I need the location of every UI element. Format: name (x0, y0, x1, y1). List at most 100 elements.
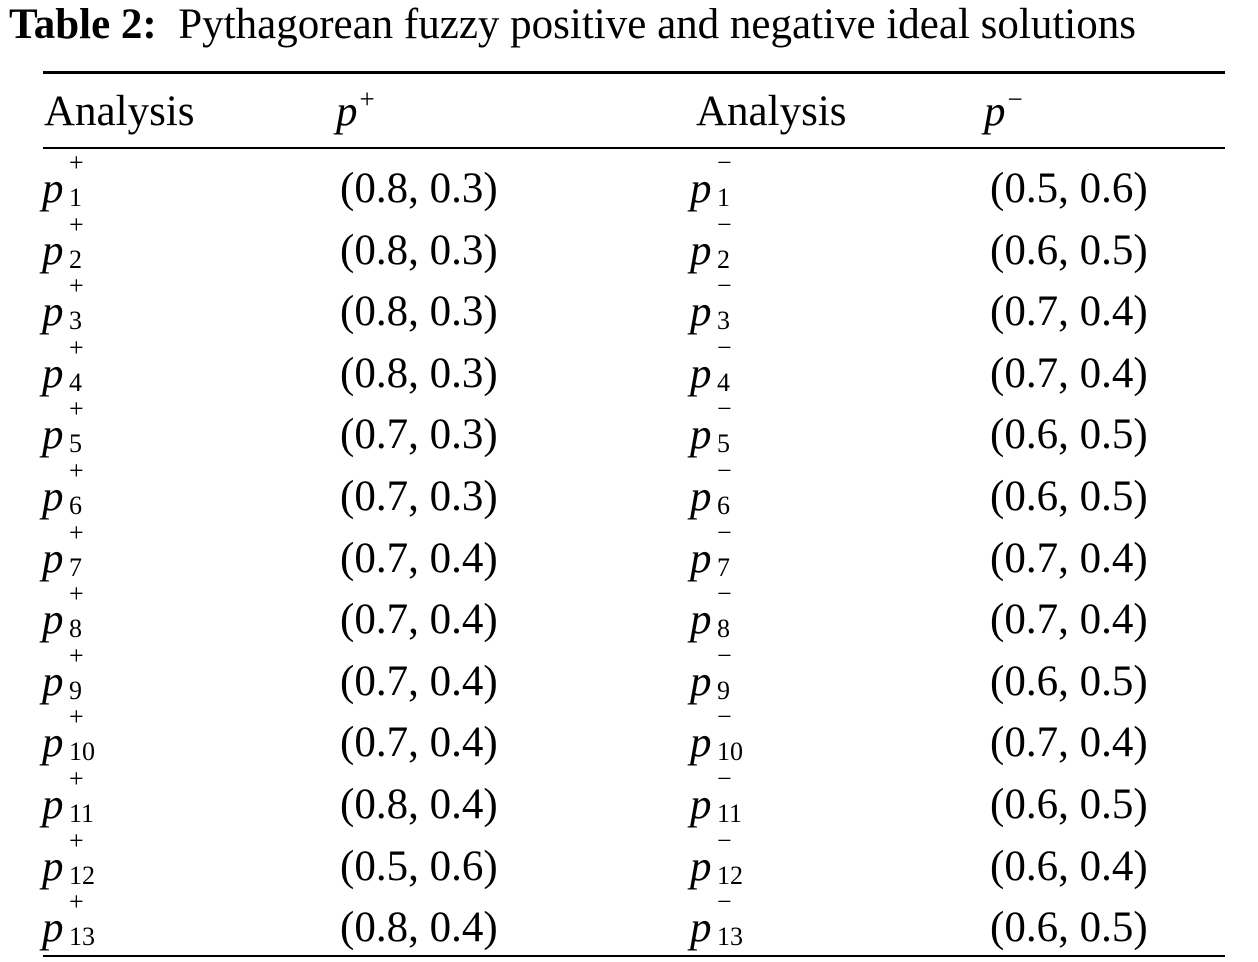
symbol-superscript: − (717, 209, 732, 239)
symbol-superscript: + (69, 148, 84, 177)
negative-solution-symbol: p − 7 (690, 519, 732, 590)
positive-solution-value: (0.7, 0.4) (340, 657, 498, 705)
positive-solution-value: (0.7, 0.4) (340, 596, 498, 644)
positive-solution-symbol: p +9 (42, 642, 84, 713)
symbol-base: p (42, 288, 64, 336)
symbol-subscript: 11 (717, 798, 743, 828)
positive-solution-symbol: p +11 (42, 765, 94, 836)
symbol-subscript: 6 (717, 490, 730, 520)
symbol-subscript: 7 (69, 552, 82, 582)
table-row: p +9 (0.7, 0.4) p −9 (0.6, 0.5) (0, 642, 1258, 713)
header-p-minus-sup: − (1007, 84, 1023, 114)
positive-solution-value: (0.8, 0.3) (340, 288, 498, 336)
positive-solution-symbol: p +8 (42, 581, 84, 651)
table-row: p +4 (0.8, 0.3) p −4 (0.7, 0.4) (0, 334, 1258, 405)
symbol-subscript: 11 (69, 798, 95, 828)
symbol-subscript: 12 (717, 860, 743, 890)
symbol-superscript: + (69, 763, 84, 793)
symbol-base: p (690, 842, 712, 890)
symbol-superscript: + (69, 702, 84, 732)
negative-solution-value: (0.6, 0.5) (990, 472, 1148, 520)
negative-solution-value: (0.7, 0.4) (990, 534, 1148, 582)
symbol-superscript: + (69, 517, 84, 547)
positive-solution-value: (0.7, 0.4) (340, 719, 498, 767)
symbol-base: p (690, 904, 712, 952)
positive-solution-symbol: p +4 (42, 334, 84, 405)
positive-solution-value: (0.8, 0.3) (340, 165, 498, 212)
symbol-superscript: + (69, 209, 84, 239)
symbol-base: p (690, 596, 712, 644)
symbol-subscript: 6 (69, 490, 82, 520)
negative-solution-value: (0.5, 0.6) (990, 165, 1148, 212)
header-p-plus-symbol: p (336, 88, 358, 135)
symbol-subscript: 2 (717, 244, 730, 274)
header-analysis-positive: Analysis (44, 88, 195, 135)
symbol-superscript: − (717, 332, 732, 362)
symbol-superscript: − (717, 517, 732, 547)
symbol-superscript: + (69, 332, 84, 362)
symbol-superscript: + (69, 271, 84, 301)
symbol-superscript: − (717, 455, 732, 485)
negative-solution-symbol: p − 6 (690, 457, 732, 528)
negative-solution-symbol: p − 3 (690, 273, 732, 343)
symbol-superscript: − (717, 763, 732, 793)
symbol-superscript: + (69, 825, 84, 855)
symbol-subscript: 5 (717, 429, 730, 459)
table-row: p +3 (0.8, 0.3) p −3 (0.7, 0.4) (0, 273, 1258, 343)
header-p-minus-symbol: p (984, 88, 1006, 135)
negative-solution-symbol: p − 2 (690, 211, 732, 282)
negative-solution-symbol: p − 1 (690, 150, 732, 220)
symbol-subscript: 2 (69, 244, 82, 274)
symbol-subscript: 9 (69, 675, 82, 705)
symbol-superscript: − (717, 640, 732, 670)
positive-solution-value: (0.8, 0.3) (340, 349, 498, 397)
symbol-base: p (690, 472, 712, 520)
positive-solution-symbol: p +10 (42, 704, 95, 774)
symbol-base: p (42, 719, 64, 767)
symbol-base: p (42, 596, 64, 644)
positive-solution-symbol: p +12 (42, 827, 95, 898)
symbol-subscript: 9 (717, 675, 730, 705)
symbol-base: p (690, 349, 712, 397)
negative-solution-value: (0.6, 0.5) (990, 226, 1148, 274)
symbol-base: p (42, 226, 64, 274)
symbol-superscript: − (717, 887, 732, 917)
symbol-superscript: + (69, 455, 84, 485)
positive-solution-value: (0.5, 0.6) (340, 842, 498, 890)
header-rule (43, 147, 1225, 149)
negative-solution-symbol: p − 13 (690, 889, 743, 959)
top-rule (43, 71, 1225, 74)
symbol-base: p (690, 288, 712, 336)
symbol-superscript: − (717, 148, 732, 177)
positive-solution-symbol: p +13 (42, 889, 95, 959)
positive-solution-symbol: p +6 (42, 457, 84, 528)
symbol-superscript: − (717, 394, 732, 424)
symbol-superscript: − (717, 825, 732, 855)
positive-solution-value: (0.8, 0.4) (340, 904, 498, 952)
symbol-subscript: 8 (717, 614, 730, 644)
symbol-subscript: 13 (717, 922, 743, 952)
symbol-superscript: + (69, 640, 84, 670)
positive-solution-symbol: p +7 (42, 519, 84, 590)
negative-solution-value: (0.6, 0.4) (990, 842, 1148, 890)
symbol-subscript: 3 (717, 306, 730, 336)
symbol-base: p (42, 472, 64, 520)
negative-solution-symbol: p − 10 (690, 704, 743, 774)
positive-solution-symbol: p +2 (42, 211, 84, 282)
positive-solution-symbol: p +5 (42, 396, 84, 466)
negative-solution-value: (0.7, 0.4) (990, 349, 1148, 397)
symbol-subscript: 1 (717, 183, 730, 212)
table-header-row: Analysis p+ Analysis p− (0, 84, 1258, 140)
symbol-base: p (42, 842, 64, 890)
symbol-subscript: 3 (69, 306, 82, 336)
symbol-subscript: 8 (69, 614, 82, 644)
header-p-plus-sup: + (359, 84, 375, 114)
negative-solution-value: (0.6, 0.5) (990, 657, 1148, 705)
symbol-base: p (690, 411, 712, 459)
symbol-base: p (690, 165, 712, 212)
table-row: p +7 (0.7, 0.4) p −7 (0.7, 0.4) (0, 519, 1258, 590)
table-row: p +1 (0.8, 0.3) p − 1 (0.5, 0.6) (0, 150, 1258, 220)
symbol-subscript: 1 (69, 183, 82, 212)
table-row: p +2 (0.8, 0.3) p −2 (0.6, 0.5) (0, 211, 1258, 282)
bottom-rule (43, 955, 1225, 957)
